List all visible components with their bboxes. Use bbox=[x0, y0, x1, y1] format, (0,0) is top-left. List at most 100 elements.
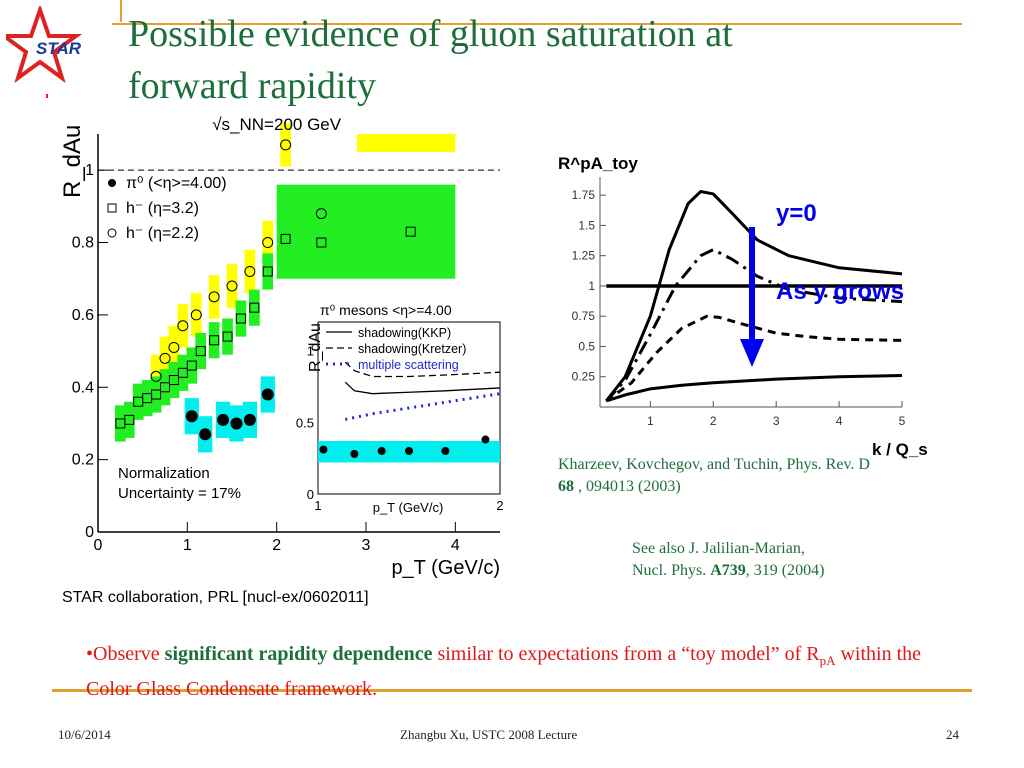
toy-arrow-head bbox=[740, 339, 764, 367]
inset-point-2 bbox=[377, 447, 386, 455]
inset-curve-2 bbox=[344, 392, 501, 421]
footer-lecture: Zhangbu Xu, USTC 2008 Lecture bbox=[400, 727, 578, 742]
inset-x-tick-1: 2 bbox=[496, 498, 503, 513]
reference-jjm-volume: A739 bbox=[710, 562, 746, 579]
inset-legend-label-2: multiple scattering bbox=[358, 358, 459, 372]
band-2-7 bbox=[244, 249, 256, 294]
bullet-text-c: within the Color Glass Condensate framew… bbox=[86, 643, 922, 700]
toy-annotation-y0: y=0 bbox=[776, 200, 817, 227]
band-1-10 bbox=[208, 322, 220, 359]
legend-label-2: h⁻ (η=2.2) bbox=[126, 225, 199, 242]
footer-date: 10/6/2014 bbox=[58, 727, 111, 742]
uncertainty-label: Uncertainty = 17% bbox=[118, 485, 241, 502]
x-tick-label-4: 4 bbox=[451, 537, 460, 554]
reference-jjm: See also J. Jalilian-Marian, Nucl. Phys.… bbox=[632, 538, 952, 582]
point-pi0-4 bbox=[243, 413, 256, 426]
band-green-wide bbox=[276, 184, 456, 279]
y-tick-label-3: 0.6 bbox=[72, 307, 94, 324]
reference-jjm-pages: , 319 (2004) bbox=[745, 562, 825, 579]
slide-title: Possible evidence of gluon saturation at… bbox=[128, 8, 968, 112]
legend-label-1: h⁻ (η=3.2) bbox=[126, 200, 199, 217]
svg-text:STAR: STAR bbox=[36, 39, 82, 58]
inset-point-3 bbox=[405, 447, 413, 455]
band-1-2 bbox=[132, 383, 144, 420]
star-citation: STAR collaboration, PRL [nucl-ex/0602011… bbox=[62, 589, 369, 606]
toy-x-tick-label-4: 5 bbox=[899, 414, 906, 428]
band-2-1 bbox=[159, 336, 171, 381]
inset-curve-0 bbox=[344, 381, 501, 395]
inset-y-tick-0: 0 bbox=[307, 487, 314, 502]
inset-point-0 bbox=[319, 445, 328, 454]
x-tick-label-1: 1 bbox=[183, 537, 192, 554]
point-h-eta22-2 bbox=[168, 341, 180, 353]
band-2-4 bbox=[190, 293, 202, 337]
y-tick-label-0: 0 bbox=[85, 524, 94, 541]
y-axis-label: R_dAu bbox=[59, 125, 86, 198]
band-yellow-top bbox=[357, 134, 456, 153]
point-h-eta22-4 bbox=[190, 309, 202, 321]
star-logo: STAR bbox=[0, 3, 98, 98]
band-1-13 bbox=[248, 289, 260, 326]
point-h-eta32-15 bbox=[280, 233, 291, 244]
x-tick-label-3: 3 bbox=[362, 537, 371, 554]
toy-curve-3 bbox=[605, 314, 903, 403]
inset-y-tick-2: 1 bbox=[307, 344, 314, 359]
toy-curve-2 bbox=[605, 248, 903, 402]
toy-annotation-grows: As y grows bbox=[776, 278, 904, 305]
reference-kkt-volume: 68 bbox=[558, 478, 574, 495]
toy-curve-4 bbox=[605, 374, 903, 403]
energy-label: √s_NN=200 GeV bbox=[212, 115, 342, 134]
toy-curve-1 bbox=[605, 190, 903, 402]
inset-legend-label-1: shadowing(Kretzer) bbox=[358, 342, 466, 356]
bullet-bold: significant rapidity dependence bbox=[164, 643, 433, 665]
band-1-14 bbox=[262, 253, 274, 290]
band-2-5 bbox=[208, 275, 220, 319]
toy-y-tick-label-0: 0.25 bbox=[572, 370, 596, 384]
inset-y-label: R_dAu bbox=[307, 323, 324, 372]
toy-y-tick-label-2: 0.75 bbox=[572, 309, 596, 323]
reference-jjm-author: See also J. Jalilian-Marian, bbox=[632, 540, 805, 557]
point-h-eta22-3 bbox=[177, 320, 189, 332]
point-pi0-3 bbox=[230, 417, 243, 430]
point-h-eta32-17 bbox=[405, 226, 416, 237]
point-h-eta32-8 bbox=[186, 360, 197, 371]
inset-point-1 bbox=[350, 449, 359, 458]
x-tick-label-2: 2 bbox=[272, 537, 281, 554]
toy-y-tick-label-4: 1.25 bbox=[572, 249, 596, 263]
band-1-9 bbox=[195, 333, 207, 370]
top-rule bbox=[112, 23, 962, 25]
y-tick-label-2: 0.4 bbox=[72, 379, 94, 396]
inset-legend-label-0: shadowing(KKP) bbox=[358, 326, 451, 340]
point-pi0-2 bbox=[217, 413, 230, 426]
point-h-eta22-7 bbox=[244, 265, 256, 277]
bullet-marker: • bbox=[86, 643, 94, 665]
inset-x-label: p_T (GeV/c) bbox=[373, 500, 444, 515]
point-pi0-0 bbox=[185, 410, 198, 423]
toy-y-tick-label-6: 1.75 bbox=[572, 188, 596, 202]
point-h-eta22-10 bbox=[315, 208, 327, 220]
point-h-eta22-9 bbox=[280, 139, 292, 151]
bullet-observation: •Observe significant rapidity dependence… bbox=[86, 640, 926, 703]
point-h-eta22-1 bbox=[159, 352, 171, 364]
band-1-4 bbox=[150, 376, 162, 413]
point-h-eta22-0 bbox=[150, 370, 162, 382]
inset-point-4 bbox=[441, 447, 450, 455]
toy-arrow-shaft bbox=[749, 227, 755, 355]
band-1-7 bbox=[177, 354, 189, 391]
point-pi0-1 bbox=[199, 428, 212, 441]
band-1-11 bbox=[222, 318, 233, 355]
legend-marker-0 bbox=[108, 179, 116, 187]
inset-curve-1 bbox=[344, 361, 501, 378]
title-line-1: Possible evidence of gluon saturation at bbox=[128, 13, 733, 55]
legend-marker-2 bbox=[107, 228, 117, 238]
band-2-3 bbox=[177, 304, 189, 348]
toy-x-tick-label-3: 4 bbox=[836, 414, 843, 428]
band-1-12 bbox=[235, 300, 247, 337]
point-h-eta32-1 bbox=[124, 414, 135, 425]
point-h-eta32-10 bbox=[209, 335, 220, 346]
band-2-6 bbox=[226, 264, 238, 308]
toy-y-tick-label-5: 1.5 bbox=[578, 218, 595, 232]
toy-y-axis-label: R^pA_toy bbox=[558, 154, 638, 173]
